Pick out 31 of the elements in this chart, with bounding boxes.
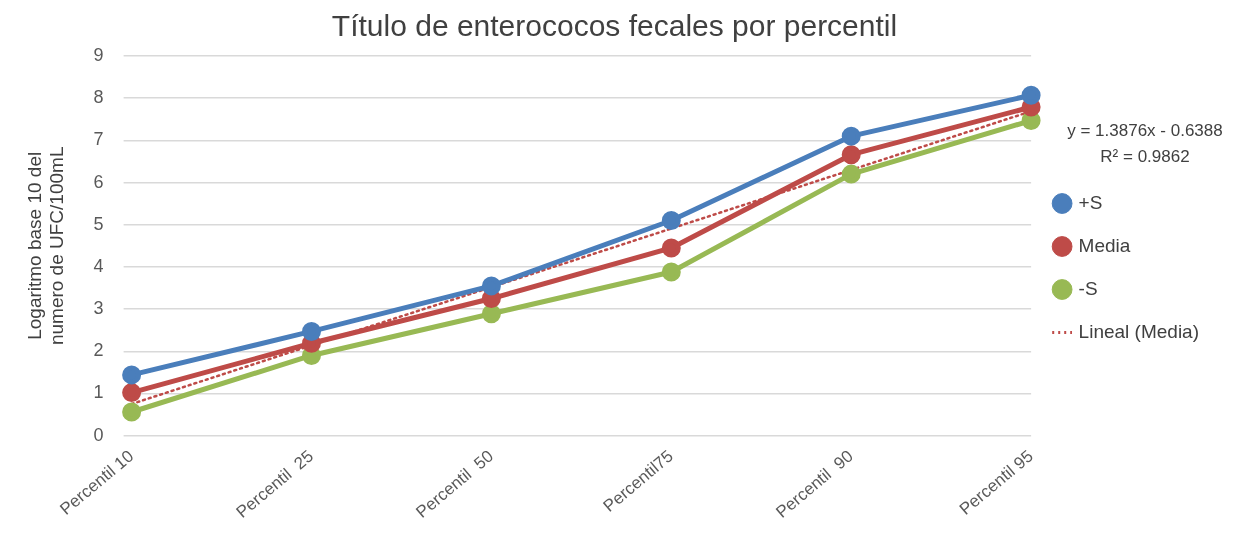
- point: [841, 126, 861, 146]
- legend-label: +S: [1078, 191, 1103, 213]
- y-tick-label: 9: [93, 44, 104, 65]
- point: [122, 383, 142, 403]
- y-tick-label: 6: [93, 171, 104, 192]
- y-tick-label: 5: [93, 213, 104, 234]
- y-tick-label: 4: [93, 255, 104, 276]
- point: [661, 238, 681, 258]
- y-tick-label: 0: [93, 424, 104, 445]
- y-tick-label: 7: [93, 129, 104, 150]
- y-tick-label: 2: [93, 340, 104, 361]
- point: [661, 211, 681, 231]
- legend-label: Media: [1078, 234, 1131, 256]
- y-tick-label: 3: [93, 298, 104, 319]
- y-tick-label: 1: [93, 382, 104, 403]
- text: y = 1.3876x - 0.6388: [1066, 120, 1224, 142]
- chart-title: Título de enterococos fecales por percentil: [331, 9, 898, 43]
- point: [122, 365, 142, 385]
- y-tick-label: 8: [93, 87, 104, 108]
- legend-label: Lineal (Media): [1078, 320, 1200, 342]
- y-axis-title: Logaritmo base 10 del numero de UFC/100mL: [23, 146, 68, 346]
- point: [1021, 85, 1041, 105]
- point: [122, 402, 142, 422]
- point: [841, 164, 861, 184]
- point: [481, 276, 501, 296]
- point: [302, 321, 322, 341]
- point: [661, 262, 681, 282]
- point: [481, 304, 501, 324]
- point: [841, 145, 861, 165]
- text: R² = 0.9862: [1099, 146, 1191, 168]
- legend-label: -S: [1078, 277, 1098, 299]
